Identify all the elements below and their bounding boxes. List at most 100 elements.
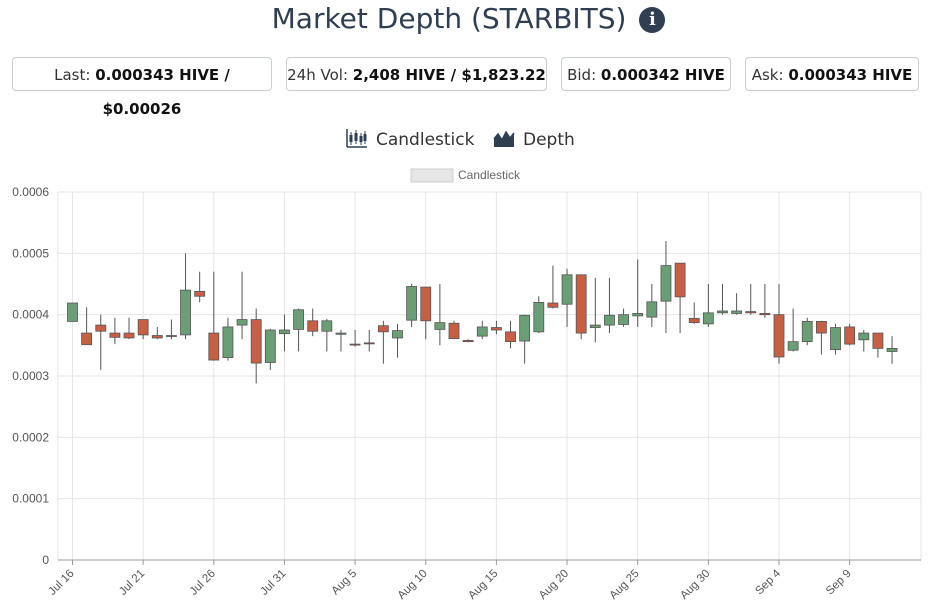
candle[interactable] <box>561 268 573 327</box>
candle[interactable] <box>519 314 531 364</box>
candle[interactable] <box>250 308 262 384</box>
candle[interactable] <box>349 330 361 347</box>
candle[interactable] <box>236 271 248 340</box>
candle[interactable] <box>618 308 629 327</box>
candle-body <box>476 326 488 337</box>
candle[interactable] <box>759 284 771 318</box>
chart-legend[interactable]: Candlestick <box>410 168 521 183</box>
x-tick-label: Sep 4 <box>753 567 783 597</box>
candle[interactable] <box>815 320 827 355</box>
candle[interactable] <box>787 308 799 352</box>
candle[interactable] <box>264 328 276 370</box>
candle[interactable] <box>490 320 502 335</box>
candle[interactable] <box>632 259 644 327</box>
candle-body <box>406 286 418 321</box>
tab-candlestick[interactable]: Candlestick <box>346 128 474 152</box>
candle-body <box>533 301 545 333</box>
candle-body <box>745 311 757 314</box>
candle[interactable] <box>533 296 545 334</box>
page-title-text: Market Depth (STARBITS) <box>271 2 627 35</box>
candle[interactable] <box>392 323 403 358</box>
candle[interactable] <box>505 320 516 349</box>
candle-body <box>236 319 248 326</box>
candle[interactable] <box>208 271 220 361</box>
candle[interactable] <box>731 293 743 315</box>
candle[interactable] <box>321 318 333 352</box>
candle-body <box>420 286 432 322</box>
candle-body <box>109 332 121 338</box>
candle[interactable] <box>801 317 813 346</box>
candle[interactable] <box>166 319 177 340</box>
candle-body <box>519 314 531 342</box>
candle-body <box>363 342 375 345</box>
candle-body <box>844 326 856 345</box>
candle[interactable] <box>109 317 121 345</box>
candle-body <box>349 343 361 346</box>
candle-body <box>377 325 389 333</box>
candle-body <box>434 322 446 330</box>
candle-body <box>321 320 333 332</box>
candle[interactable] <box>81 307 93 346</box>
x-axis: Jul 16 Jul 21 Jul 26 Jul 31 Aug 5 Aug 10 Aug 1… <box>46 559 921 602</box>
candle[interactable] <box>547 265 559 309</box>
candle[interactable] <box>137 319 149 340</box>
candle[interactable] <box>646 284 658 327</box>
tab-depth-label: Depth <box>523 130 575 150</box>
candle-body <box>250 319 262 364</box>
candle-body <box>660 265 672 302</box>
depth-chart-icon <box>493 130 515 147</box>
candle-body <box>773 314 785 358</box>
candle[interactable] <box>123 317 135 340</box>
candle[interactable] <box>830 323 841 355</box>
candle[interactable] <box>67 302 78 322</box>
candle[interactable] <box>604 277 615 334</box>
candle[interactable] <box>660 241 672 334</box>
candle[interactable] <box>363 330 375 352</box>
info-icon[interactable]: i <box>639 7 666 33</box>
candle[interactable] <box>420 286 432 340</box>
candle[interactable] <box>180 253 191 340</box>
candle[interactable] <box>717 284 728 315</box>
candle[interactable] <box>745 284 757 315</box>
candle-body <box>688 317 700 324</box>
candle[interactable] <box>844 323 856 346</box>
candle[interactable] <box>688 302 700 324</box>
candle[interactable] <box>575 274 587 340</box>
candle-body <box>264 329 276 363</box>
candle[interactable] <box>462 339 474 343</box>
candle-body <box>759 313 771 316</box>
candle[interactable] <box>307 308 319 337</box>
candle[interactable] <box>886 336 898 364</box>
candle[interactable] <box>335 330 347 352</box>
candle[interactable] <box>448 320 460 340</box>
candle[interactable] <box>589 277 601 343</box>
tab-depth[interactable]: Depth <box>493 128 575 152</box>
candle-body <box>632 313 644 317</box>
candle[interactable] <box>674 262 686 334</box>
candle[interactable] <box>872 332 884 358</box>
candle[interactable] <box>222 317 234 361</box>
candle[interactable] <box>194 271 206 303</box>
y-tick-label: 0 <box>42 553 49 567</box>
last-price-value: 0.000343 HIVE / $0.00026 <box>95 66 230 118</box>
candle-body <box>674 262 686 298</box>
candle-body <box>462 340 474 343</box>
candle[interactable] <box>151 326 163 340</box>
ask-box: Ask: 0.000343 HIVE <box>745 57 919 91</box>
candle[interactable] <box>406 284 418 327</box>
stats-bar: Last: 0.000343 HIVE / $0.00026 24h Vol: … <box>0 57 937 118</box>
candle[interactable] <box>377 320 389 364</box>
candle[interactable] <box>293 308 304 352</box>
candle[interactable] <box>434 284 446 346</box>
candle-body <box>886 347 898 352</box>
x-tick-label: Aug 10 <box>396 568 430 602</box>
candlestick-chart: Candlestick 0 0.0001 0.0002 0.0003 0.0004 0.0… <box>12 168 922 602</box>
candle[interactable] <box>858 330 870 352</box>
candle[interactable] <box>279 314 290 352</box>
candle[interactable] <box>702 284 714 327</box>
y-tick-label: 0.0005 <box>12 246 49 260</box>
candle-body <box>646 301 658 318</box>
candle[interactable] <box>476 320 488 340</box>
candle[interactable] <box>773 284 785 364</box>
candle[interactable] <box>95 314 107 370</box>
